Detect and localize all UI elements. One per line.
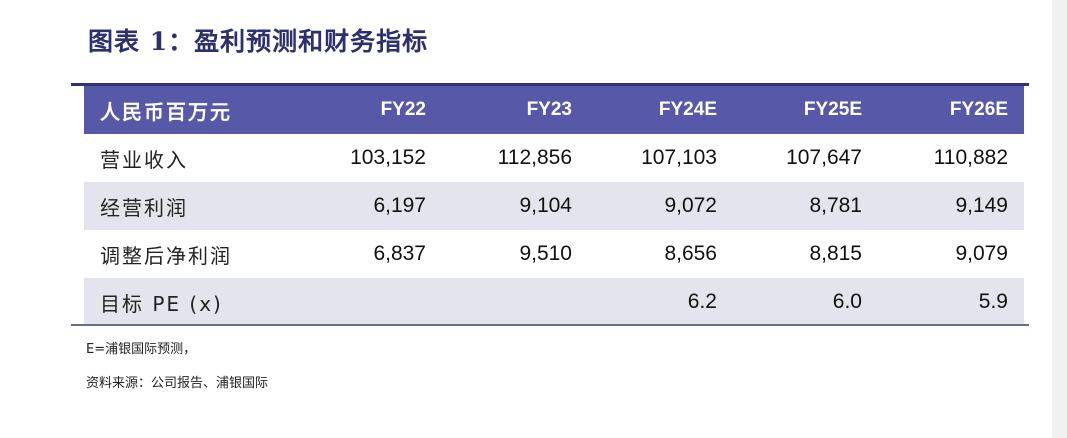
header-fy23: FY23 [526,99,572,120]
right-margin-strip [1052,0,1067,438]
table-cell: 8,656 [664,242,717,265]
table-cell [324,278,442,326]
table-cell: 110,882 [933,146,1008,169]
table-top-rule [71,83,1029,86]
table-cell: 107,647 [786,146,862,169]
source-note: 资料来源：公司报告、浦银国际 [86,376,269,391]
table-cell: 9,079 [955,242,1008,265]
table-cell: 8,781 [809,194,862,217]
table-cell: 6.2 [687,290,717,313]
table-cell: 107,103 [641,146,717,169]
table-cell: 6,197 [373,194,426,217]
estimate-note: E=浦银国际预测， [86,342,197,357]
row-label: 经营利润 [100,195,188,220]
table-cell: 112,856 [497,146,572,169]
table-cell: 9,149 [955,194,1008,217]
table-cell: 9,510 [519,242,572,265]
header-fy25e: FY25E [803,99,862,120]
financial-forecast-table: 人民币百万元 FY22 FY23 FY24E FY25E FY26E 营业收入 … [84,86,1024,326]
header-fy24e: FY24E [658,99,717,120]
table-cell: 6,837 [373,242,426,265]
table-cell [442,278,588,326]
table-cell: 103,152 [350,146,426,169]
header-unit: 人民币百万元 [100,99,232,124]
table-row-target-pe: 目标 PE (x) 6.2 6.0 5.9 [84,278,1024,326]
table-cell: 9,104 [519,194,572,217]
table-row-adjusted-net-profit: 调整后净利润 6,837 9,510 8,656 8,815 9,079 [84,230,1024,278]
table-cell: 6.0 [832,290,862,313]
figure-title: 图表 1：盈利预测和财务指标 [88,27,429,56]
table-bottom-rule [71,324,1029,326]
header-fy26e: FY26E [949,99,1008,120]
row-label: 调整后净利润 [100,243,232,268]
row-label: 营业收入 [100,147,188,172]
table-row-revenue: 营业收入 103,152 112,856 107,103 107,647 110… [84,134,1024,182]
table-cell: 8,815 [809,242,862,265]
row-label: 目标 PE (x) [100,291,223,316]
header-fy22: FY22 [380,99,426,120]
table-cell: 9,072 [664,194,717,217]
table-row-operating-profit: 经营利润 6,197 9,104 9,072 8,781 9,149 [84,182,1024,230]
table-cell: 5.9 [978,290,1008,313]
table-header-row: 人民币百万元 FY22 FY23 FY24E FY25E FY26E [84,86,1024,134]
